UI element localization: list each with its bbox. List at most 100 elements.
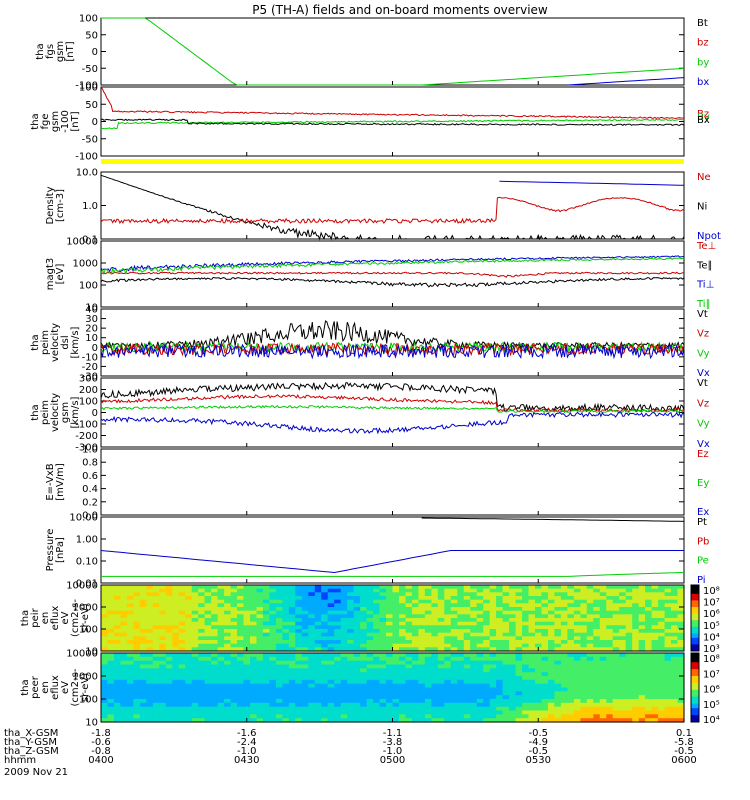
heatmap-cell — [671, 706, 679, 712]
heatmap-cell — [275, 607, 283, 612]
heatmap-cell — [295, 710, 303, 715]
heatmap-cell — [321, 599, 329, 604]
heatmap-cell — [340, 599, 348, 604]
heatmap-cell — [470, 621, 478, 626]
heatmap-cell — [120, 660, 128, 666]
heatmap-cell — [262, 679, 270, 685]
heatmap-cell — [191, 687, 199, 692]
heatmap-cell — [444, 691, 452, 696]
colorbar-segment — [691, 682, 699, 686]
heatmap-cell — [496, 653, 504, 658]
heatmap-cell — [528, 664, 536, 669]
heatmap-cell — [476, 664, 484, 669]
heatmap-cell — [159, 683, 167, 689]
heatmap-cell — [677, 672, 685, 677]
colorbar-tick-label: 10³ — [703, 644, 720, 655]
heatmap-cell — [146, 618, 154, 623]
heatmap-cell — [230, 714, 238, 719]
heatmap-cell — [651, 614, 659, 619]
heatmap-cell — [288, 636, 296, 641]
heatmap-cell — [269, 656, 277, 662]
heatmap-cell — [301, 718, 309, 723]
heatmap-cell — [243, 679, 251, 685]
y-tick-label: 10 — [85, 333, 98, 344]
heatmap-cell — [295, 640, 303, 645]
heatmap-cell — [224, 656, 232, 662]
heatmap-cell — [470, 660, 478, 666]
heatmap-cell — [256, 687, 264, 692]
heatmap-cell — [418, 668, 426, 673]
heatmap-cell — [308, 585, 316, 590]
heatmap-cell — [340, 714, 348, 719]
heatmap-cell — [159, 691, 167, 696]
heatmap-cell — [126, 710, 134, 715]
heatmap-cell — [165, 710, 173, 715]
heatmap-cell — [114, 664, 122, 669]
heatmap-cell — [658, 699, 666, 704]
heatmap-cell — [528, 660, 536, 666]
heatmap-cell — [405, 599, 413, 604]
heatmap-cell — [159, 710, 167, 715]
heatmap-cell — [185, 636, 193, 641]
heatmap-cell — [262, 636, 270, 641]
heatmap-cell — [360, 702, 368, 708]
heatmap-cell — [120, 672, 128, 677]
heatmap-cell — [185, 695, 193, 700]
heatmap-cell — [243, 702, 251, 708]
heatmap-cell — [580, 640, 588, 645]
heatmap-cell — [586, 656, 594, 662]
heatmap-cell — [327, 647, 335, 652]
heatmap-cell — [321, 714, 329, 719]
heatmap-cell — [528, 588, 536, 593]
heatmap-cell — [619, 647, 627, 652]
heatmap-cell — [204, 614, 212, 619]
heatmap-cell — [152, 679, 160, 685]
y-axis-label: [km/s] — [70, 396, 81, 428]
heatmap-cell — [301, 588, 309, 593]
heatmap-cell — [418, 647, 426, 652]
y-tick-label: 10000 — [66, 581, 98, 592]
heatmap-cell — [366, 632, 374, 637]
heatmap-cell — [327, 691, 335, 696]
heatmap-cell — [133, 592, 141, 597]
heatmap-cell — [146, 647, 154, 652]
heatmap-cell — [198, 687, 206, 692]
heatmap-cell — [489, 610, 497, 615]
heatmap-cell — [502, 683, 510, 689]
heatmap-cell — [224, 640, 232, 645]
heatmap-cell — [632, 702, 640, 708]
heatmap-cell — [133, 618, 141, 623]
heatmap-cell — [237, 632, 245, 637]
heatmap-cell — [217, 718, 225, 723]
heatmap-cell — [114, 596, 122, 601]
heatmap-cell — [120, 718, 128, 723]
heatmap-cell — [198, 618, 206, 623]
heatmap-cell — [340, 660, 348, 666]
heatmap-cell — [340, 621, 348, 626]
heatmap-cell — [347, 610, 355, 615]
heatmap-cell — [243, 706, 251, 712]
heatmap-cell — [619, 691, 627, 696]
heatmap-cell — [528, 656, 536, 662]
heatmap-cell — [237, 668, 245, 673]
heatmap-cell — [334, 640, 342, 645]
heatmap-cell — [664, 643, 672, 648]
heatmap-cell — [386, 636, 394, 641]
heatmap-cell — [282, 588, 290, 593]
heatmap-cell — [450, 683, 458, 689]
heatmap-cell — [347, 607, 355, 612]
heatmap-cell — [211, 676, 219, 681]
heatmap-cell — [599, 660, 607, 666]
heatmap-cell — [411, 702, 419, 708]
heatmap-cell — [224, 647, 232, 652]
heatmap-cell — [366, 588, 374, 593]
heatmap-cell — [554, 647, 562, 652]
heatmap-cell — [522, 679, 530, 685]
heatmap-cell — [133, 672, 141, 677]
heatmap-cell — [535, 676, 543, 681]
heatmap-cell — [133, 588, 141, 593]
heatmap-cell — [437, 607, 445, 612]
heatmap-cell — [159, 656, 167, 662]
heatmap-cell — [353, 632, 361, 637]
heatmap-cell — [146, 691, 154, 696]
